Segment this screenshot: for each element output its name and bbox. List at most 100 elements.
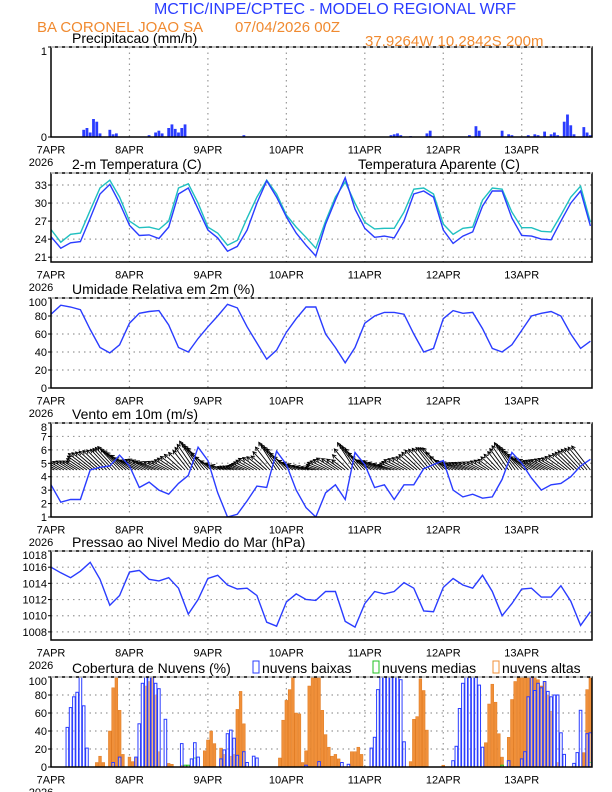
wind-arrow-head bbox=[331, 454, 337, 459]
wind-arrow-head bbox=[372, 462, 378, 467]
wind-arrow-head bbox=[312, 459, 318, 464]
wind-arrow-head bbox=[199, 460, 205, 465]
low-cloud-bar bbox=[153, 682, 158, 767]
wind-arrow-head bbox=[469, 460, 475, 465]
wind-arrow-head bbox=[554, 451, 560, 457]
wind-arrow-head bbox=[260, 443, 266, 449]
wind-arrow-shaft bbox=[537, 458, 558, 471]
wind-arrow-head bbox=[97, 445, 102, 451]
low-cloud-bar bbox=[379, 677, 383, 767]
wind-arrow-head bbox=[339, 444, 344, 449]
low-cloud-bar bbox=[585, 733, 589, 767]
precip-bar bbox=[108, 129, 112, 137]
y-tick-label: 21 bbox=[35, 252, 47, 264]
wind-arrow-head bbox=[336, 441, 342, 447]
low-cloud-bar bbox=[193, 742, 197, 767]
high-cloud-bar bbox=[510, 699, 514, 767]
x-tick-label: 9APR bbox=[194, 396, 223, 408]
wind-arrow-shaft bbox=[483, 453, 500, 471]
x-tick-label: 9APR bbox=[194, 648, 223, 660]
wind-arrow-head bbox=[263, 446, 268, 451]
precip-bar bbox=[160, 133, 164, 137]
wind-arrow-head bbox=[462, 461, 467, 466]
medium-clouds-legend-swatch bbox=[372, 660, 380, 674]
panel-title: Umidade Relativa em 2m (%) bbox=[72, 281, 255, 297]
x-tick-label: 7APR bbox=[37, 648, 66, 660]
wind-arrow-shaft bbox=[51, 462, 65, 471]
wind-arrow-head bbox=[387, 458, 393, 463]
precip-bar bbox=[157, 130, 161, 137]
precip-bar bbox=[170, 124, 174, 137]
high-cloud-bar bbox=[412, 719, 416, 767]
x-tick-label: 11APR bbox=[348, 145, 382, 157]
wind-arrow-head bbox=[142, 460, 148, 466]
high-cloud-bar bbox=[582, 752, 586, 767]
low-cloud-bar bbox=[255, 757, 259, 767]
wind-arrow-head bbox=[564, 447, 569, 453]
wind-arrow-shaft bbox=[525, 459, 545, 471]
low-cloud-bar bbox=[470, 677, 475, 767]
wind-arrow-head bbox=[503, 450, 509, 456]
wind-arrow-shaft bbox=[391, 457, 411, 471]
wind-arrow-shaft bbox=[154, 459, 173, 471]
low-cloud-bar bbox=[464, 677, 468, 767]
x-tick-label: 13APR bbox=[504, 648, 539, 660]
precip-bar bbox=[183, 124, 187, 137]
wind-arrow-shaft bbox=[571, 445, 591, 471]
precip-bar bbox=[562, 121, 566, 137]
header-location: 37.9264W 10.2842S 200m bbox=[365, 33, 543, 50]
high-cloud-bar bbox=[291, 677, 295, 767]
y-tick-label: 6 bbox=[41, 445, 47, 457]
wind-arrow-shaft bbox=[139, 461, 160, 471]
low-cloud-bar bbox=[369, 747, 374, 767]
y-tick-label: 1 bbox=[41, 46, 47, 58]
wind-arrow-head bbox=[341, 446, 347, 451]
wind-arrow-head bbox=[398, 453, 403, 459]
wind-arrow-head bbox=[537, 457, 543, 463]
high-cloud-bar bbox=[304, 750, 308, 767]
wind-arrow-head bbox=[62, 460, 67, 465]
wind-arrow-shaft bbox=[518, 458, 539, 471]
humidity-line bbox=[51, 303, 591, 365]
wind-arrow-shaft bbox=[404, 449, 424, 471]
wind-arrow-shaft bbox=[363, 460, 385, 471]
low-cloud-bar bbox=[454, 745, 459, 767]
precip-bar bbox=[468, 135, 471, 137]
wind-arrow-head bbox=[429, 456, 435, 461]
low-cloud-bar bbox=[245, 762, 249, 767]
x-tick-label: 13APR bbox=[504, 270, 539, 282]
wind-arrow-shaft bbox=[238, 458, 258, 471]
wind-arrow-head bbox=[295, 464, 301, 470]
medium-cloud-bar bbox=[500, 764, 504, 767]
low-cloud-bar bbox=[117, 756, 122, 767]
wind-arrow-shaft bbox=[548, 454, 568, 471]
low-cloud-bar bbox=[81, 705, 86, 767]
low-cloud-bar bbox=[196, 756, 200, 767]
wind-arrow-head bbox=[167, 451, 173, 457]
low-clouds-legend-label: nuvens baixas bbox=[262, 660, 352, 676]
wind-arrow-shaft bbox=[255, 446, 274, 471]
medium-clouds-legend-label: nuvens medias bbox=[382, 660, 476, 676]
high-cloud-bar bbox=[523, 677, 527, 767]
wind-arrow-head bbox=[82, 449, 87, 455]
wind-arrow-shaft bbox=[51, 466, 58, 471]
precip-bar bbox=[85, 128, 89, 137]
wind-arrow-head bbox=[347, 452, 352, 457]
wind-arrow-shaft bbox=[544, 456, 565, 471]
high-cloud-bar bbox=[284, 700, 289, 767]
wind-arrow-head bbox=[163, 453, 169, 459]
high-cloud-bar bbox=[167, 763, 171, 767]
wind-arrow-head bbox=[362, 460, 368, 465]
precip-bar bbox=[180, 128, 184, 137]
low-cloud-bar bbox=[222, 749, 227, 767]
y-tick-label: 100 bbox=[29, 676, 47, 688]
wind-arrow-shaft bbox=[56, 460, 71, 471]
wind-arrow-head bbox=[533, 458, 539, 463]
precip-bar bbox=[428, 130, 432, 137]
x-tick-label: 10APR bbox=[269, 648, 304, 660]
wind-arrow-head bbox=[404, 449, 409, 454]
wind-arrow-shaft bbox=[305, 467, 316, 471]
wind-arrow-shaft bbox=[333, 448, 353, 471]
